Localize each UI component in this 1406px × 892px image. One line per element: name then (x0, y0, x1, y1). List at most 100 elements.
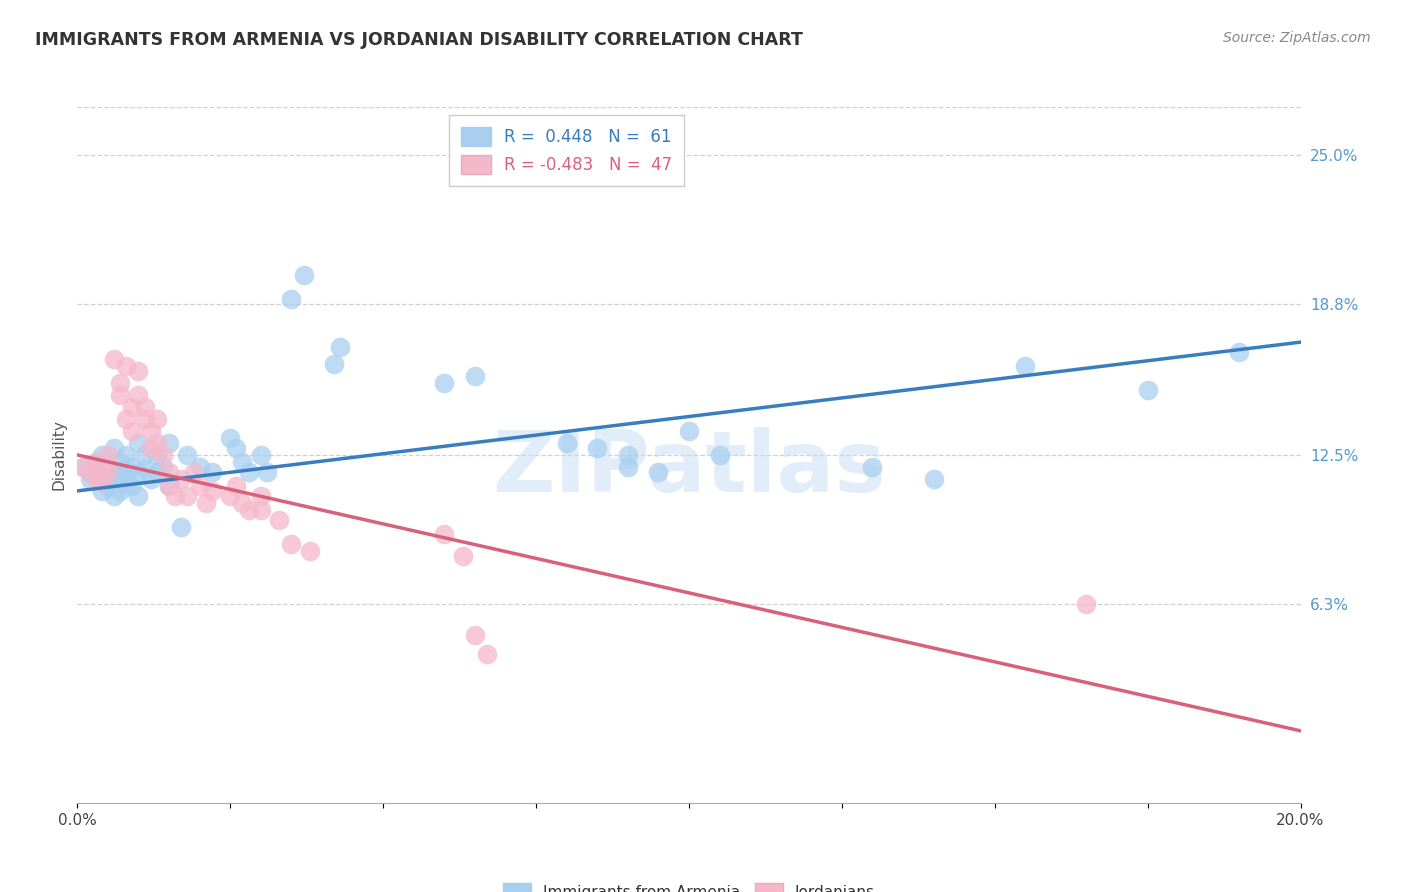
Point (115, 359, 138, 373)
Point (1136, 383, 1159, 397)
Point (475, 647, 498, 661)
Point (586, 441, 609, 455)
Point (219, 489, 242, 503)
Point (97, 465, 120, 479)
Point (157, 479, 180, 493)
Point (678, 424, 700, 438)
Point (647, 465, 669, 479)
Point (115, 465, 138, 479)
Point (134, 448, 156, 462)
Point (709, 448, 731, 462)
Point (1014, 359, 1036, 373)
Point (225, 479, 247, 493)
Point (464, 628, 486, 642)
Point (103, 472, 125, 486)
Point (146, 436, 169, 450)
Point (115, 476, 138, 491)
Point (128, 388, 150, 402)
Point (103, 351, 125, 366)
Text: ZIPatlas: ZIPatlas (492, 427, 886, 510)
Point (323, 357, 346, 371)
Point (225, 441, 247, 455)
Point (108, 465, 131, 479)
Point (79, 465, 101, 479)
Point (139, 472, 162, 486)
Point (72, 459, 94, 474)
Point (134, 400, 156, 414)
Point (292, 268, 315, 282)
Point (121, 424, 143, 438)
Point (183, 465, 205, 479)
Point (451, 549, 474, 563)
Point (280, 537, 302, 551)
Point (1229, 344, 1251, 359)
Point (90, 459, 112, 474)
Point (84, 465, 107, 479)
Point (617, 448, 640, 462)
Point (433, 527, 456, 541)
Point (103, 441, 125, 455)
Point (103, 489, 125, 503)
Text: IMMIGRANTS FROM ARMENIA VS JORDANIAN DISABILITY CORRELATION CHART: IMMIGRANTS FROM ARMENIA VS JORDANIAN DIS… (35, 31, 803, 49)
Point (201, 483, 224, 498)
Point (134, 462, 156, 476)
Point (922, 472, 945, 486)
Point (134, 412, 156, 426)
Point (238, 465, 260, 479)
Point (115, 412, 138, 426)
Point (201, 465, 224, 479)
Legend: Immigrants from Armenia, Jordanians: Immigrants from Armenia, Jordanians (496, 877, 882, 892)
Point (862, 459, 884, 474)
Point (121, 400, 143, 414)
Point (128, 436, 150, 450)
Point (176, 489, 198, 503)
Point (84, 455, 107, 469)
Point (90, 475, 112, 489)
Point (108, 388, 131, 402)
Point (128, 364, 150, 378)
Point (555, 436, 578, 450)
Point (219, 431, 242, 445)
Point (121, 459, 143, 474)
Point (188, 479, 211, 493)
Point (97, 465, 120, 479)
Point (90, 483, 112, 498)
Point (256, 465, 278, 479)
Point (108, 455, 131, 469)
Point (146, 465, 169, 479)
Point (84, 455, 107, 469)
Y-axis label: Disability: Disability (51, 419, 66, 491)
Point (115, 448, 138, 462)
Point (146, 412, 169, 426)
Point (157, 436, 180, 450)
Point (121, 479, 143, 493)
Point (298, 544, 321, 558)
Point (90, 472, 112, 486)
Point (188, 459, 211, 474)
Point (157, 479, 180, 493)
Point (194, 496, 217, 510)
Point (139, 441, 162, 455)
Point (157, 465, 180, 479)
Point (79, 465, 101, 479)
Point (84, 472, 107, 486)
Point (617, 459, 640, 474)
Point (108, 483, 131, 498)
Point (72, 459, 94, 474)
Point (280, 292, 302, 306)
Point (108, 376, 131, 390)
Point (176, 448, 198, 462)
Point (269, 513, 291, 527)
Point (231, 496, 253, 510)
Point (464, 368, 486, 383)
Text: Source: ZipAtlas.com: Source: ZipAtlas.com (1223, 31, 1371, 45)
Point (97, 479, 120, 493)
Point (250, 503, 273, 517)
Point (433, 376, 456, 390)
Point (97, 448, 120, 462)
Point (90, 448, 112, 462)
Point (152, 459, 174, 474)
Point (231, 455, 253, 469)
Point (128, 465, 150, 479)
Point (152, 448, 174, 462)
